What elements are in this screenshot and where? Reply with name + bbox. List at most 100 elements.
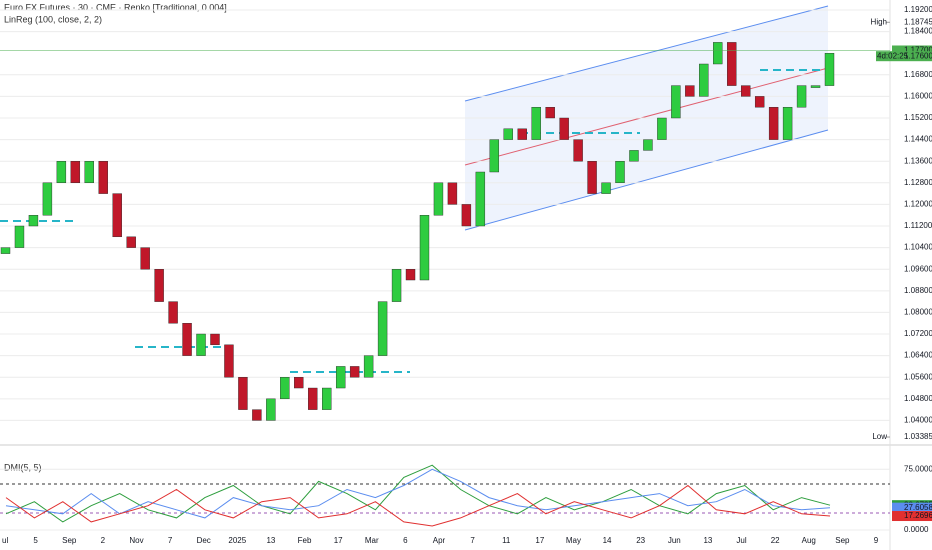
renko-brick — [112, 193, 122, 238]
renko-brick — [601, 182, 611, 194]
renko-brick — [517, 128, 527, 140]
price-tag — [892, 51, 932, 62]
renko-brick — [28, 215, 39, 227]
renko-brick — [419, 215, 430, 281]
renko-brick — [252, 409, 262, 421]
value-tag — [892, 511, 932, 522]
renko-brick — [266, 398, 276, 421]
renko-brick — [615, 161, 625, 184]
renko-brick — [447, 182, 458, 205]
renko-brick — [741, 85, 751, 97]
renko-brick — [489, 139, 500, 173]
renko-brick — [56, 161, 67, 184]
renko-brick — [587, 161, 597, 194]
x-tick-label: 2 — [101, 536, 106, 545]
renko-brick — [727, 42, 737, 86]
y-tick-label: 1.04800 — [904, 394, 932, 403]
x-tick-label: Sep — [62, 536, 77, 545]
x-tick-label: 7 — [470, 536, 475, 545]
countdown: 4d:02:25 — [877, 51, 909, 60]
x-tick-label: Aug — [802, 536, 816, 545]
value-label: 27.6058 — [904, 503, 932, 512]
y-tick-label: 0.0000 — [904, 525, 929, 534]
renko-brick — [154, 269, 164, 302]
renko-brick — [377, 301, 388, 356]
renko-brick — [685, 85, 695, 97]
y-tick-label: 1.14400 — [904, 135, 932, 144]
value-label: 17.2696 — [904, 511, 932, 520]
y-tick-label: 75.0000 — [904, 464, 932, 473]
x-tick-label: Apr — [433, 536, 446, 545]
renko-brick — [238, 377, 248, 410]
renko-brick — [335, 366, 346, 389]
renko-brick — [308, 387, 318, 410]
x-tick-label: 5 — [33, 536, 38, 545]
renko-brick — [70, 161, 81, 184]
y-tick-label: 1.16800 — [904, 70, 932, 79]
renko-brick — [433, 182, 444, 216]
x-tick-label: Feb — [298, 536, 312, 545]
x-tick-label: Sep — [835, 536, 850, 545]
x-tick-label: 13 — [703, 536, 712, 545]
renko-brick — [531, 106, 541, 140]
x-tick-label: Jul — [736, 536, 746, 545]
renko-brick — [475, 171, 486, 227]
renko-brick — [126, 236, 136, 248]
renko-brick — [405, 269, 416, 281]
y-tick-label: 1.15200 — [904, 113, 932, 122]
dmi-line — [5, 484, 831, 527]
renko-brick — [573, 139, 583, 162]
renko-brick — [168, 301, 178, 324]
renko-brick — [224, 344, 234, 378]
y-tick-label: 1.09600 — [904, 264, 932, 273]
renko-brick — [503, 128, 513, 140]
renko-brick — [196, 333, 206, 356]
x-tick-label: ul — [2, 536, 8, 545]
x-tick-label: 6 — [403, 536, 408, 545]
renko-brick — [782, 106, 793, 140]
x-tick-label: 9 — [874, 536, 879, 545]
x-tick-label: May — [566, 536, 581, 545]
renko-brick — [629, 150, 639, 162]
renko-brick — [84, 161, 94, 184]
channel-mid — [464, 67, 829, 166]
value-tag — [892, 502, 932, 513]
x-tick-label: 23 — [636, 536, 645, 545]
indicator-label: DMI(5, 5) — [4, 462, 42, 472]
dmi-line — [5, 468, 831, 519]
channel-upper — [464, 5, 829, 102]
renko-brick — [657, 117, 667, 140]
renko-brick — [140, 247, 150, 270]
channel-lower — [464, 129, 829, 231]
x-tick-label: Nov — [129, 536, 143, 545]
y-tick-label: 1.13600 — [904, 156, 932, 165]
y-tick-label: 1.16000 — [904, 92, 932, 101]
renko-brick — [713, 42, 723, 65]
y-tick-label: 1.04000 — [904, 416, 932, 425]
x-tick-label: 17 — [334, 536, 343, 545]
renko-brick — [349, 366, 360, 378]
renko-brick — [210, 333, 220, 346]
y-tick-label: 1.12000 — [904, 200, 932, 209]
countdown-tag — [876, 51, 892, 62]
renko-brick — [754, 96, 765, 108]
renko-brick — [42, 182, 53, 216]
x-tick-label: 13 — [266, 536, 275, 545]
renko-brick — [545, 106, 555, 119]
x-tick-label: 14 — [603, 536, 612, 545]
y-tick-label: 1.10400 — [904, 243, 932, 252]
x-tick-label: 7 — [168, 536, 173, 545]
renko-brick — [643, 139, 653, 151]
renko-brick — [322, 387, 332, 410]
y-tick-label: 1.05600 — [904, 372, 932, 381]
renko-brick — [294, 377, 304, 389]
y-tick-label: 1.11200 — [904, 221, 932, 230]
renko-brick — [671, 85, 681, 119]
renko-brick — [280, 377, 290, 400]
marker-name: Low — [872, 432, 887, 441]
current-price-label: 1.17600 — [904, 51, 932, 60]
renko-brick — [810, 85, 821, 88]
renko-brick — [14, 225, 25, 248]
x-tick-label: 22 — [771, 536, 780, 545]
y-tick-label: 1.06400 — [904, 351, 932, 360]
